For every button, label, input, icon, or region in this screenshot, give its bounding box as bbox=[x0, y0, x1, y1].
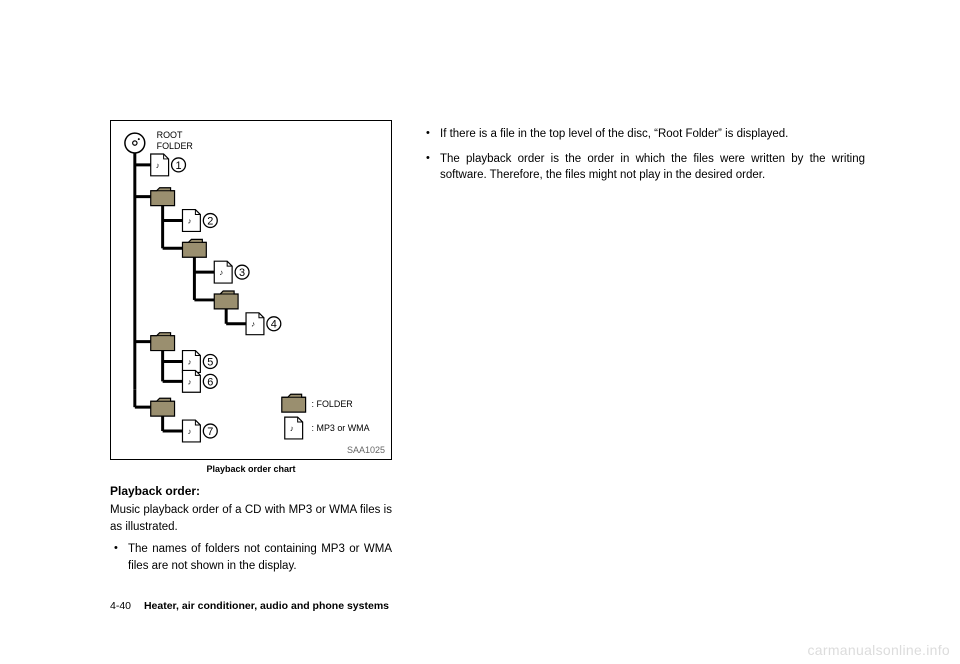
right-bullet-list: If there is a file in the top level of t… bbox=[422, 126, 865, 184]
diagram-svg: ♪ ROOT FOLDER 1 bbox=[111, 121, 391, 459]
svg-text:: FOLDER: : FOLDER bbox=[312, 399, 354, 409]
svg-text:3: 3 bbox=[239, 267, 245, 279]
svg-text:5: 5 bbox=[207, 356, 213, 368]
list-item: If there is a file in the top level of t… bbox=[422, 126, 865, 143]
svg-text:ROOT: ROOT bbox=[157, 130, 183, 140]
section-name: Heater, air conditioner, audio and phone… bbox=[144, 600, 389, 612]
diagram-caption: Playback order chart bbox=[110, 464, 392, 474]
page-number: 4-40 bbox=[110, 600, 131, 612]
page-columns: ♪ ROOT FOLDER 1 bbox=[0, 0, 960, 583]
playback-order-diagram: ♪ ROOT FOLDER 1 bbox=[110, 120, 392, 460]
svg-text:: MP3 or WMA: : MP3 or WMA bbox=[312, 423, 370, 433]
left-bullet-list: The names of folders not containing MP3 … bbox=[110, 541, 392, 574]
list-item: The names of folders not containing MP3 … bbox=[110, 541, 392, 574]
section-title: Playback order: bbox=[110, 484, 392, 498]
intro-text: Music playback order of a CD with MP3 or… bbox=[110, 502, 392, 535]
left-column: ♪ ROOT FOLDER 1 bbox=[110, 120, 392, 583]
svg-text:7: 7 bbox=[207, 426, 213, 438]
diagram-code: SAA1025 bbox=[347, 445, 385, 455]
watermark: carmanualsonline.info bbox=[808, 642, 951, 658]
svg-text:4: 4 bbox=[271, 319, 277, 331]
page-footer: 4-40 Heater, air conditioner, audio and … bbox=[110, 600, 389, 612]
right-column: If there is a file in the top level of t… bbox=[422, 120, 865, 583]
list-item: The playback order is the order in which… bbox=[422, 151, 865, 184]
svg-text:2: 2 bbox=[207, 215, 213, 227]
svg-text:6: 6 bbox=[207, 376, 213, 388]
svg-text:1: 1 bbox=[175, 160, 181, 172]
svg-text:FOLDER: FOLDER bbox=[157, 141, 194, 151]
